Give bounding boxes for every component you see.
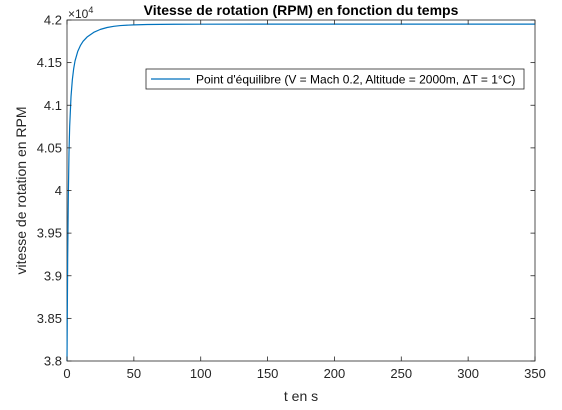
x-tick-label: 0 bbox=[63, 366, 70, 381]
y-axis: 3.8 3.85 3.9 3.95 4 4.05 4.1 4.15 4.2 bbox=[37, 13, 535, 369]
x-tick-label: 300 bbox=[457, 366, 479, 381]
x-tick-label: 250 bbox=[390, 366, 412, 381]
x-axis-label: t en s bbox=[284, 388, 318, 404]
series-line-0 bbox=[66, 23, 535, 362]
y-tick-label: 4.15 bbox=[37, 55, 62, 70]
x-tick-label: 50 bbox=[127, 366, 141, 381]
chart-title: Vitesse de rotation (RPM) en fonction du… bbox=[144, 2, 459, 18]
y-axis-multiplier: ×104 bbox=[68, 5, 93, 21]
x-tick-label: 100 bbox=[190, 366, 212, 381]
y-tick-label: 4.2 bbox=[44, 13, 62, 28]
legend-entry: Point d'équilibre (V = Mach 0.2, Altitud… bbox=[196, 73, 515, 87]
y-tick-label: 4.1 bbox=[44, 98, 62, 113]
y-tick-label: 3.95 bbox=[37, 226, 62, 241]
y-tick-label: 4.05 bbox=[37, 140, 62, 155]
legend-box bbox=[145, 68, 525, 90]
y-tick-label: 3.8 bbox=[44, 354, 62, 369]
y-tick-label: 3.9 bbox=[44, 268, 62, 283]
y-tick-label: 4 bbox=[55, 183, 62, 198]
y-tick-label: 3.85 bbox=[37, 311, 62, 326]
x-tick-label: 200 bbox=[324, 366, 346, 381]
x-tick-label: 150 bbox=[257, 366, 279, 381]
x-axis: 0 50 100 150 200 250 300 350 bbox=[63, 20, 546, 381]
y-axis-label: vitesse de rotation en RPM bbox=[13, 106, 29, 274]
x-tick-label: 350 bbox=[524, 366, 546, 381]
legend: Point d'équilibre (V = Mach 0.2, Altitud… bbox=[145, 68, 525, 90]
series-layer bbox=[66, 23, 535, 362]
